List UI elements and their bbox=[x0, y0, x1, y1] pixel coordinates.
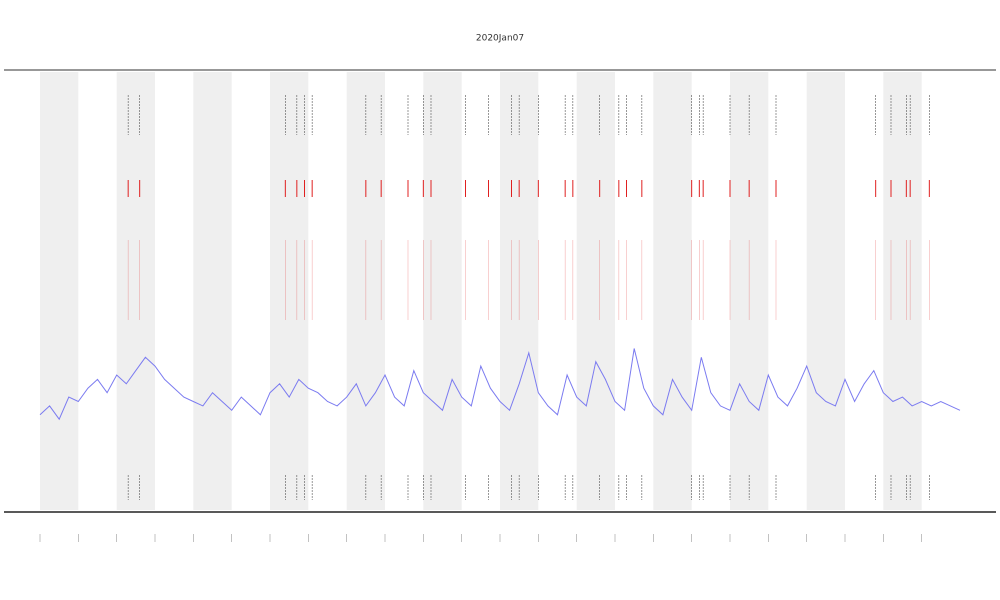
day-band bbox=[500, 72, 539, 510]
day-band bbox=[40, 72, 79, 510]
series-line bbox=[39, 348, 961, 421]
day-band bbox=[653, 72, 692, 510]
day-band bbox=[270, 72, 309, 510]
day-band bbox=[806, 72, 845, 510]
day-band bbox=[193, 72, 232, 510]
day-band bbox=[883, 72, 922, 510]
day-band bbox=[346, 72, 385, 510]
chart-title: 2020Jan07 bbox=[476, 34, 524, 44]
day-band bbox=[423, 72, 462, 510]
day-band bbox=[576, 72, 615, 510]
day-band bbox=[730, 72, 769, 510]
day-band bbox=[116, 72, 155, 510]
